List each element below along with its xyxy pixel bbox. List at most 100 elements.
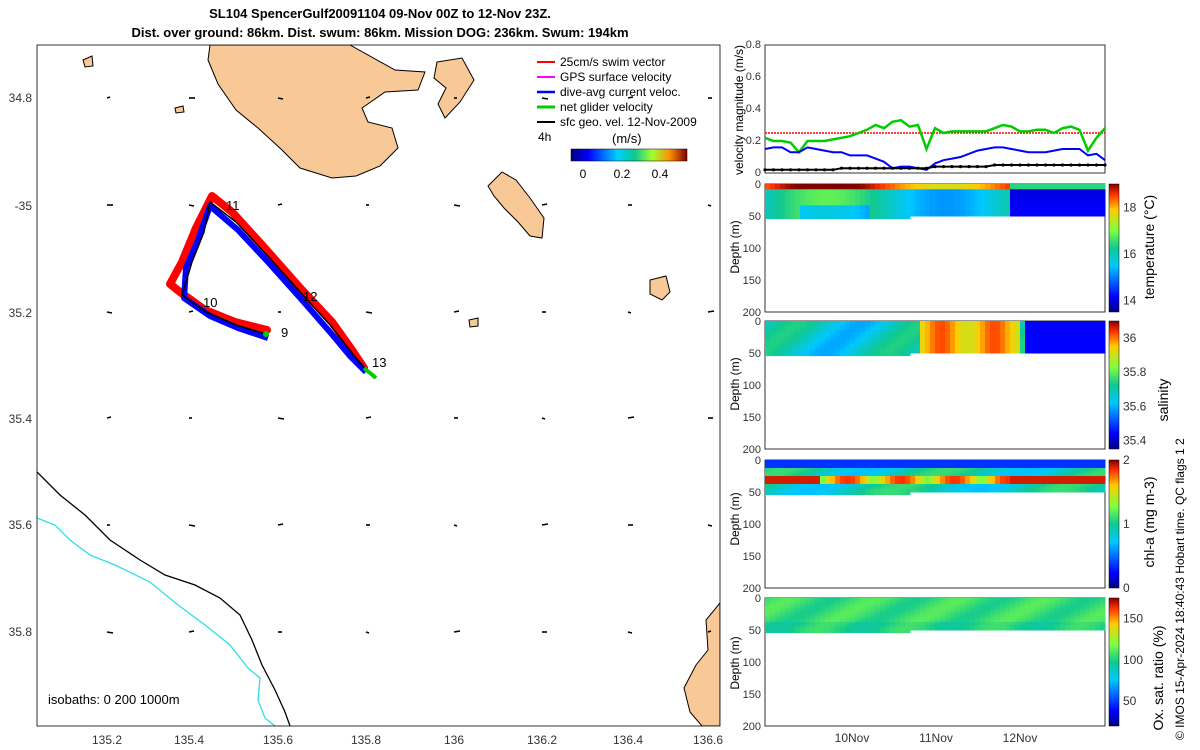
sfc-velocity-arrow — [453, 310, 460, 313]
map-panel: 9 10 11 12 13 135.2 135.4 135.6 135.8 13… — [9, 44, 723, 747]
velocity-point — [1043, 163, 1048, 167]
section-cell — [1095, 624, 1101, 631]
velocity-point — [958, 165, 963, 169]
section-cell — [805, 627, 811, 634]
glider-start-marker — [263, 331, 269, 337]
section-cell — [1030, 624, 1036, 631]
legend-swim-vector: 25cm/s swim vector — [560, 55, 665, 69]
velocity-point — [1009, 163, 1014, 167]
section-cell — [1000, 624, 1006, 631]
sfc-velocity-arrow — [365, 96, 371, 99]
land-yorke-peninsula — [207, 45, 426, 179]
sfc-velocity-arrow — [541, 203, 548, 206]
velocity-point — [899, 166, 903, 170]
sfc-velocity-arrow — [106, 311, 113, 314]
plot-title-line2: Dist. over ground: 86km. Dist. swum: 86k… — [131, 25, 629, 40]
section-depth-tick: 100 — [743, 657, 761, 669]
section-cell — [790, 489, 796, 496]
section-cell — [970, 210, 976, 217]
velocity-point — [1035, 163, 1039, 167]
section-cell — [820, 489, 826, 496]
section-cell — [975, 624, 981, 631]
section-cell — [885, 350, 891, 357]
section-cell — [990, 624, 996, 631]
map-x-tick: 136.6 — [693, 733, 723, 747]
section-cell — [1015, 486, 1021, 493]
legend-colorbar-tick: 0.4 — [652, 167, 669, 181]
section-cell — [895, 627, 901, 634]
section-cell — [875, 213, 881, 220]
velocity-point — [950, 165, 954, 169]
vel-y-tick: 0 — [755, 167, 761, 179]
section-cell — [935, 347, 941, 354]
section-cell — [920, 347, 926, 354]
track-label-13: 13 — [372, 355, 386, 370]
section-cell — [830, 213, 836, 220]
sfc-velocity-arrow — [106, 416, 112, 419]
velocity-series-line — [764, 118, 1106, 155]
section-cell — [800, 213, 806, 220]
section-cell — [815, 350, 821, 357]
section-depth-tick: 50 — [749, 625, 761, 637]
velocity-point — [1103, 163, 1107, 167]
sfc-velocity-arrow — [188, 524, 196, 527]
section-cell — [1015, 210, 1021, 217]
ox-colorbar-label: Ox. sat. ratio (%) — [1150, 625, 1166, 730]
legend-colorbar — [570, 148, 688, 162]
section-cell — [1035, 347, 1041, 354]
section-cell — [1100, 486, 1106, 493]
velocity-point — [788, 168, 793, 172]
land-island-tiny-2 — [174, 105, 185, 114]
sal-y-label: Depth (m) — [728, 357, 742, 410]
section-cell — [950, 210, 956, 217]
section-cell — [1045, 624, 1051, 631]
section-cell — [800, 489, 806, 496]
section-cell — [995, 347, 1001, 354]
section-cell — [1055, 486, 1061, 493]
section-cell — [995, 624, 1001, 631]
section-colorbar — [1108, 183, 1120, 313]
sfc-velocity-arrow — [627, 311, 632, 314]
section-cell — [865, 213, 871, 220]
velocity-point — [882, 166, 886, 170]
section-cell — [805, 350, 811, 357]
section-depth-tick: 150 — [743, 412, 761, 424]
section-cell — [1065, 347, 1071, 354]
section-cell — [950, 624, 956, 631]
section-cell — [1030, 486, 1036, 493]
section-cell — [1085, 347, 1091, 354]
velocity-point — [933, 165, 937, 169]
section-cell — [775, 213, 781, 220]
map-y-ticks: 34.8 -35 35.2 35.4 35.6 35.8 — [9, 91, 33, 639]
section-cell — [830, 489, 836, 496]
section-cell — [1005, 347, 1011, 354]
section-cell — [960, 624, 966, 631]
section-cell — [940, 210, 946, 217]
section-colorbar — [1108, 597, 1120, 727]
section-cell — [990, 486, 996, 493]
track-day-labels: 9 10 11 12 13 — [203, 198, 386, 370]
section-cell — [930, 624, 936, 631]
section-depth-tick: 100 — [743, 380, 761, 392]
section-cell — [1070, 210, 1076, 217]
sfc-velocity-arrow — [707, 310, 715, 313]
land-island-small — [649, 275, 671, 301]
section-cell — [1020, 624, 1026, 631]
section-cell — [845, 350, 851, 357]
section-cell — [1000, 210, 1006, 217]
velocity-panel: 0 0.2 0.4 0.6 0.8 velocity magnitude (m/… — [732, 39, 1107, 179]
land-island-tiny-1 — [82, 55, 94, 68]
section-cell — [810, 627, 816, 634]
velocity-point — [848, 166, 852, 170]
section-cell — [795, 627, 801, 634]
section-cell — [1060, 624, 1066, 631]
section-cell — [935, 624, 941, 631]
section-cell — [900, 213, 906, 220]
vel-y-tick: 0.2 — [746, 135, 761, 147]
section-colorbar-tick: 35.6 — [1123, 399, 1147, 413]
chl-colorbar-label: chl-a (mg m-3) — [1141, 476, 1157, 567]
section-depth-tick: 200 — [743, 583, 761, 595]
section-cell — [1080, 210, 1086, 217]
section-colorbar-tick: 35.8 — [1123, 365, 1147, 379]
section-cell — [905, 350, 911, 357]
